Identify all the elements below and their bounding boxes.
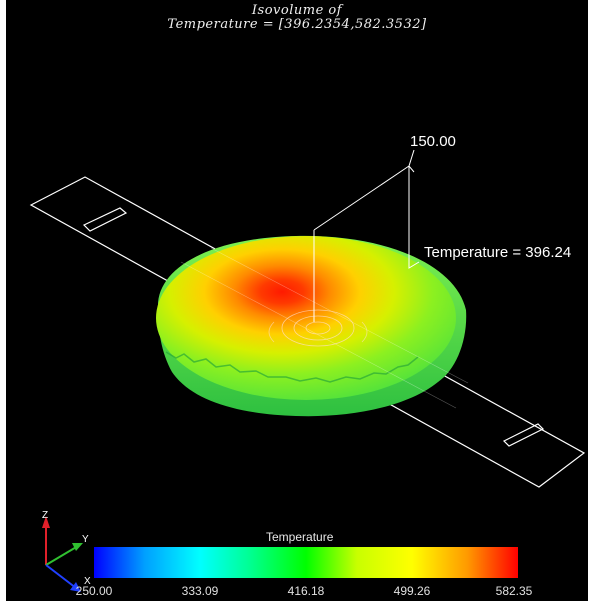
axis-y-label: Y: [82, 534, 89, 545]
axis-x-label: X: [84, 576, 91, 587]
axis-z-label: Z: [42, 510, 49, 521]
axis-triad: [42, 516, 83, 592]
colorbar-tick-label: 582.35: [495, 584, 533, 598]
colorbar-tick-label: 333.09: [181, 584, 219, 598]
colorbar-tick-label: 416.18: [287, 584, 325, 598]
plot-title-line1: Isovolume of: [251, 3, 343, 18]
colorbar-title: Temperature: [266, 530, 334, 544]
annotation-value-label: 150.00: [410, 133, 456, 150]
annotation-leaders: [313, 149, 420, 322]
colorbar: [94, 547, 518, 578]
annotation-temperature-label: Temperature = 396.24: [424, 244, 572, 261]
colorbar-tick-label: 499.26: [393, 584, 431, 598]
3d-scene[interactable]: [6, 0, 588, 601]
plot-title-line2: Temperature = [396.2354,582.3532]: [167, 17, 427, 32]
colorbar-tick-label: 250.00: [75, 584, 113, 598]
visualization-canvas[interactable]: Isovolume of Temperature = [396.2354,582…: [6, 0, 588, 601]
isovolume-dome: [156, 235, 469, 417]
